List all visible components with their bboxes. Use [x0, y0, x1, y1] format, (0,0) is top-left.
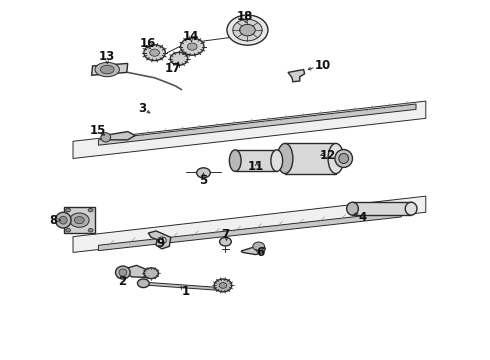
Ellipse shape — [180, 38, 204, 55]
Ellipse shape — [233, 19, 262, 41]
Ellipse shape — [219, 283, 227, 288]
Ellipse shape — [101, 133, 111, 142]
Ellipse shape — [88, 228, 93, 232]
Text: 11: 11 — [247, 160, 264, 173]
Ellipse shape — [227, 15, 268, 45]
Text: 13: 13 — [99, 50, 115, 63]
Polygon shape — [92, 63, 128, 75]
Bar — [64, 207, 95, 233]
Ellipse shape — [66, 228, 71, 232]
Text: 16: 16 — [140, 37, 156, 50]
Polygon shape — [352, 202, 411, 215]
Ellipse shape — [229, 150, 241, 171]
Ellipse shape — [55, 212, 71, 228]
Polygon shape — [98, 104, 416, 145]
Polygon shape — [73, 101, 426, 158]
Text: 4: 4 — [358, 211, 367, 224]
Text: 12: 12 — [320, 149, 336, 162]
Ellipse shape — [335, 149, 352, 167]
Text: 8: 8 — [49, 214, 58, 227]
Ellipse shape — [116, 266, 130, 279]
Ellipse shape — [66, 208, 71, 212]
Ellipse shape — [339, 153, 348, 163]
Ellipse shape — [119, 269, 127, 276]
Polygon shape — [98, 212, 401, 251]
Polygon shape — [106, 132, 135, 140]
Ellipse shape — [100, 65, 114, 74]
Text: 7: 7 — [221, 228, 229, 241]
Text: 6: 6 — [256, 246, 265, 259]
Ellipse shape — [346, 202, 358, 215]
Text: 1: 1 — [181, 285, 190, 298]
Ellipse shape — [59, 216, 67, 224]
Polygon shape — [73, 196, 426, 252]
Polygon shape — [122, 265, 151, 278]
Text: 18: 18 — [237, 10, 253, 23]
Ellipse shape — [144, 45, 165, 60]
Ellipse shape — [150, 49, 159, 56]
Ellipse shape — [277, 143, 293, 174]
Text: 14: 14 — [183, 30, 199, 43]
Polygon shape — [148, 231, 171, 249]
Ellipse shape — [196, 168, 210, 178]
Ellipse shape — [328, 143, 343, 174]
Text: 3: 3 — [138, 102, 147, 115]
Ellipse shape — [170, 52, 188, 65]
Ellipse shape — [271, 150, 283, 171]
Ellipse shape — [253, 242, 265, 251]
Ellipse shape — [187, 43, 197, 50]
Ellipse shape — [158, 237, 166, 243]
Polygon shape — [285, 143, 336, 174]
Ellipse shape — [240, 24, 255, 36]
Polygon shape — [241, 245, 266, 255]
Text: 17: 17 — [165, 62, 181, 75]
Ellipse shape — [214, 279, 232, 292]
Ellipse shape — [74, 217, 84, 224]
Ellipse shape — [405, 202, 417, 215]
Ellipse shape — [70, 213, 89, 227]
Text: 10: 10 — [315, 59, 331, 72]
Ellipse shape — [95, 62, 120, 77]
Text: 2: 2 — [118, 275, 126, 288]
Text: 5: 5 — [199, 174, 207, 187]
Ellipse shape — [144, 268, 159, 279]
Polygon shape — [288, 69, 305, 82]
Ellipse shape — [138, 279, 149, 288]
Text: 9: 9 — [157, 237, 165, 250]
Ellipse shape — [88, 208, 93, 212]
Polygon shape — [235, 150, 277, 171]
Polygon shape — [145, 282, 220, 291]
Text: 15: 15 — [89, 124, 106, 137]
Ellipse shape — [220, 237, 231, 246]
